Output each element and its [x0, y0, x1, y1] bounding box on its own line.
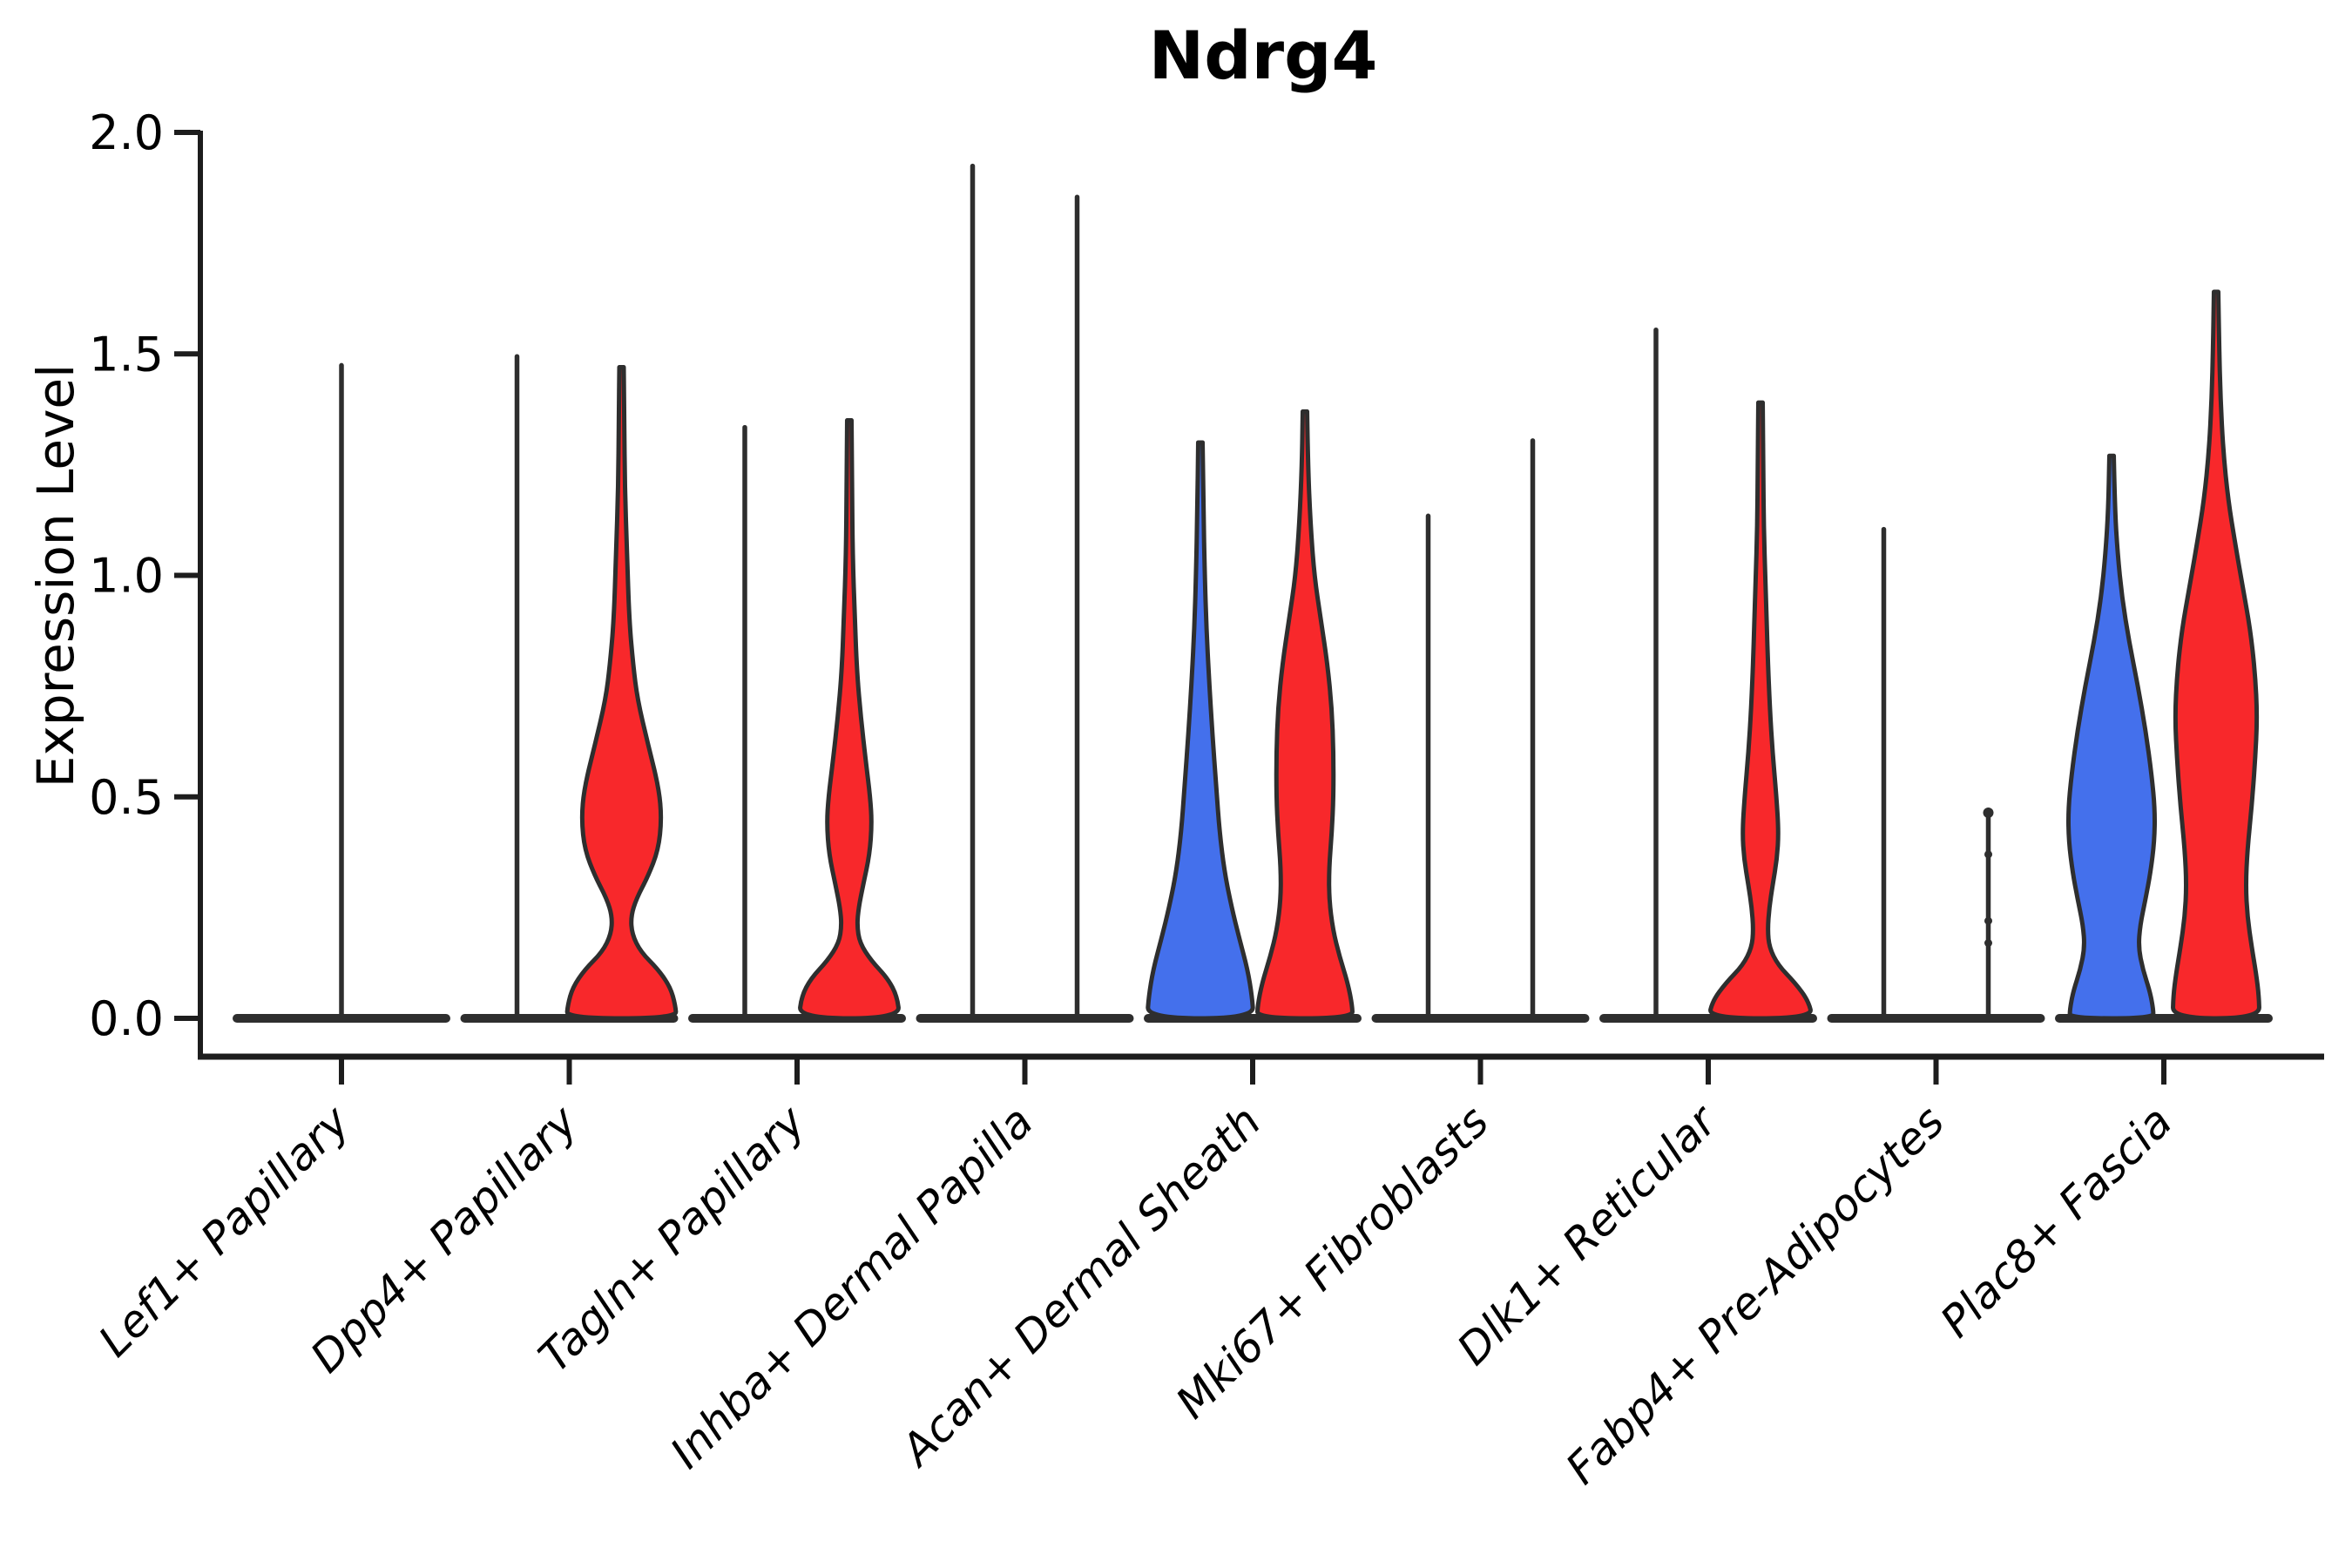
- x-tick-label: Plac8+ Fascia: [1931, 1096, 2182, 1347]
- violin-acan-dermal-sheath-red: [1255, 409, 1355, 1021]
- density-dot-fabp4-pre-adipocytes: [1984, 916, 1992, 925]
- y-tick-label: 1.5: [89, 327, 164, 382]
- spike-cap-fabp4-pre-adipocytes: [1983, 808, 1994, 819]
- violin-plac8-fascia-blue: [2065, 453, 2158, 1021]
- y-tick-label: 1.0: [89, 549, 164, 604]
- violin-acan-dermal-sheath-blue: [1146, 440, 1255, 1021]
- x-tick-label: Acan+ Dermal Sheath: [890, 1096, 1271, 1477]
- y-tick-label: 0.0: [89, 991, 164, 1046]
- x-tick-label: Lef1+ Papillary: [89, 1095, 360, 1366]
- density-dot-fabp4-pre-adipocytes: [1984, 850, 1992, 859]
- violin-tagln-papillary-red: [798, 418, 901, 1021]
- chart-title: Ndrg4: [1148, 17, 1378, 94]
- violin-plac8-fascia-red: [2171, 289, 2261, 1021]
- zero-density-baseline: [916, 1014, 1134, 1023]
- zero-density-baseline: [1827, 1014, 2045, 1023]
- y-tick-label: 0.5: [89, 770, 164, 825]
- violin-dlk1-reticular-red: [1708, 400, 1813, 1021]
- y-tick-label: 2.0: [89, 105, 164, 160]
- violin-dpp4-papillary-red: [564, 365, 679, 1021]
- density-dot-fabp4-pre-adipocytes: [1984, 939, 1992, 948]
- x-tick-label: Fabp4+ Pre-Adipocytes: [1556, 1096, 1954, 1494]
- x-tick-label: Inhba+ Dermal Papilla: [661, 1096, 1043, 1477]
- zero-density-baseline: [1371, 1014, 1590, 1023]
